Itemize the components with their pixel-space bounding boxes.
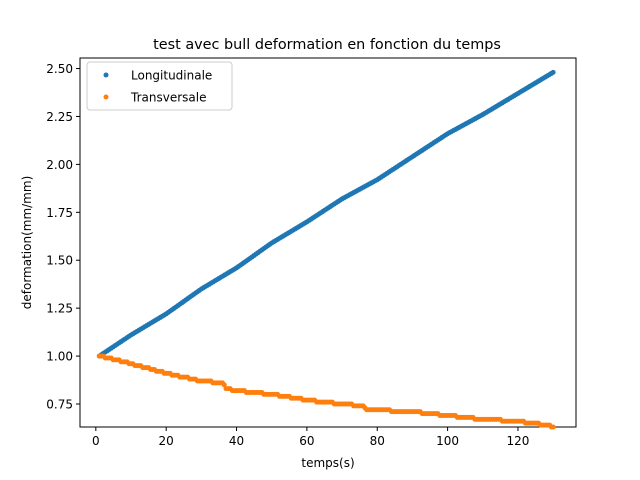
series-longitudinale bbox=[96, 69, 556, 359]
x-tick-label: 80 bbox=[370, 434, 385, 448]
y-tick-label: 1.25 bbox=[46, 302, 73, 316]
legend-marker-longitudinale bbox=[103, 72, 109, 78]
data-point bbox=[550, 69, 556, 75]
x-axis-label: temps(s) bbox=[301, 456, 354, 470]
y-axis: 0.75 1.00 1.25 1.50 1.75 2.00 2.25 2.50 bbox=[46, 62, 80, 411]
y-tick-label: 1.00 bbox=[46, 350, 73, 364]
y-tick-label: 0.75 bbox=[46, 397, 73, 411]
y-tick-label: 2.00 bbox=[46, 158, 73, 172]
chart-title: test avec bull deformation en fonction d… bbox=[153, 37, 501, 53]
data-point bbox=[550, 424, 556, 430]
y-tick-label: 2.50 bbox=[46, 62, 73, 76]
legend: Longitudinale Transversale bbox=[86, 61, 233, 111]
y-tick-label: 1.50 bbox=[46, 254, 73, 268]
legend-label-longitudinale: Longitudinale bbox=[131, 69, 212, 83]
x-axis: 0 20 40 60 80 100 120 bbox=[92, 427, 529, 448]
x-tick-label: 0 bbox=[92, 434, 100, 448]
x-tick-label: 100 bbox=[436, 434, 459, 448]
legend-label-transversale: Transversale bbox=[130, 91, 206, 105]
legend-marker-transversale bbox=[103, 94, 109, 100]
y-axis-label: deformation(mm/mm) bbox=[20, 176, 34, 309]
x-tick-label: 40 bbox=[229, 434, 244, 448]
data-point bbox=[221, 382, 227, 388]
x-tick-label: 120 bbox=[507, 434, 530, 448]
y-tick-label: 2.25 bbox=[46, 110, 73, 124]
data-series bbox=[96, 69, 556, 430]
x-tick-label: 20 bbox=[159, 434, 174, 448]
plot-area bbox=[79, 57, 577, 428]
legend-box bbox=[86, 61, 233, 111]
x-tick-label: 60 bbox=[299, 434, 314, 448]
y-tick-label: 1.75 bbox=[46, 206, 73, 220]
series-transversale bbox=[96, 353, 556, 430]
